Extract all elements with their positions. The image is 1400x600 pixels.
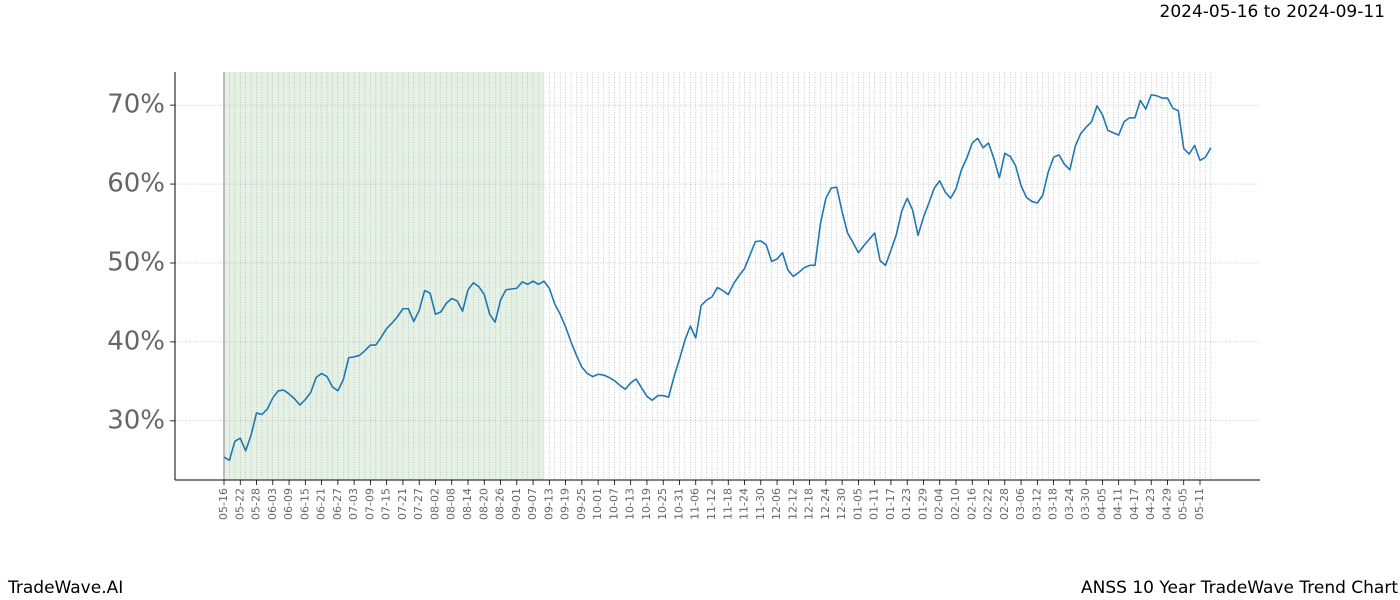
y-tick-label: 70%	[107, 90, 165, 120]
x-tick-label: 07-15	[380, 488, 393, 520]
x-tick-label: 08-20	[477, 488, 490, 520]
x-tick-label: 06-09	[282, 488, 295, 520]
x-tick-label: 03-24	[1063, 488, 1076, 520]
x-tick-label: 10-19	[640, 488, 653, 520]
x-tick-label: 09-19	[559, 488, 572, 520]
x-tick-label: 10-01	[591, 488, 604, 520]
x-tick-label: 04-29	[1160, 488, 1173, 520]
x-tick-label: 02-10	[949, 488, 962, 520]
x-tick-label: 11-06	[689, 488, 702, 520]
x-tick-label: 12-12	[786, 488, 799, 520]
x-tick-label: 12-24	[819, 488, 832, 520]
x-tick-label: 10-13	[624, 488, 637, 520]
x-tick-label: 01-29	[916, 488, 929, 520]
x-tick-label: 09-07	[526, 488, 539, 520]
x-tick-label: 05-28	[250, 488, 263, 520]
x-tick-label: 12-18	[803, 488, 816, 520]
highlight-region	[224, 72, 544, 480]
x-tick-label: 10-31	[672, 488, 685, 520]
x-tick-label: 05-16	[217, 488, 230, 520]
x-tick-label: 08-26	[494, 488, 507, 520]
x-tick-label: 03-12	[1030, 488, 1043, 520]
x-tick-label: 05-05	[1177, 488, 1190, 520]
x-tick-label: 11-18	[721, 488, 734, 520]
subtitle: 2024-05-16 to 2024-09-11	[1160, 2, 1385, 22]
x-tick-label: 02-16	[965, 488, 978, 520]
x-tick-label: 04-11	[1112, 488, 1125, 520]
x-tick-label: 05-11	[1193, 488, 1206, 520]
x-tick-label: 01-23	[900, 488, 913, 520]
x-tick-label: 07-03	[347, 488, 360, 520]
x-tick-label: 04-17	[1128, 488, 1141, 520]
x-tick-label: 03-06	[1014, 488, 1027, 520]
x-tick-label: 11-30	[754, 488, 767, 520]
x-tick-label: 01-17	[884, 488, 897, 520]
y-tick-label: 60%	[107, 169, 165, 199]
x-tick-label: 08-14	[461, 488, 474, 520]
x-tick-label: 02-04	[933, 488, 946, 520]
x-tick-label: 04-05	[1095, 488, 1108, 520]
x-tick-label: 10-07	[607, 488, 620, 520]
x-tick-label: 10-25	[656, 488, 669, 520]
x-tick-label: 12-30	[835, 488, 848, 520]
x-tick-label: 06-15	[298, 488, 311, 520]
x-tick-label: 01-11	[868, 488, 881, 520]
x-tick-label: 09-01	[510, 488, 523, 520]
x-tick-label: 11-24	[738, 488, 751, 520]
x-tick-label: 02-28	[998, 488, 1011, 520]
x-tick-label: 09-13	[542, 488, 555, 520]
y-tick-label: 50%	[107, 247, 165, 277]
x-tick-label: 05-22	[233, 488, 246, 520]
trend-line	[223, 94, 1212, 462]
x-tick-label: 01-05	[851, 488, 864, 520]
x-tick-label: 07-21	[396, 488, 409, 520]
x-tick-label: 06-21	[315, 488, 328, 520]
x-tick-label: 03-18	[1047, 488, 1060, 520]
x-tick-label: 11-12	[705, 488, 718, 520]
footer-left: TradeWave.AI	[7, 578, 123, 598]
x-tick-label: 07-27	[412, 488, 425, 520]
y-tick-label: 30%	[107, 405, 165, 435]
x-tick-label: 12-06	[770, 488, 783, 520]
x-tick-label: 08-08	[445, 488, 458, 520]
x-tick-label: 06-27	[331, 488, 344, 520]
x-tick-label: 09-25	[575, 488, 588, 520]
x-tick-label: 07-09	[363, 488, 376, 520]
x-tick-label: 02-22	[982, 488, 995, 520]
x-tick-label: 08-02	[428, 488, 441, 520]
y-tick-label: 40%	[107, 326, 165, 356]
footer-right: ANSS 10 Year TradeWave Trend Chart	[1081, 578, 1398, 598]
x-tick-label: 03-30	[1079, 488, 1092, 520]
x-tick-label: 06-03	[266, 488, 279, 520]
x-tick-label: 04-23	[1144, 488, 1157, 520]
